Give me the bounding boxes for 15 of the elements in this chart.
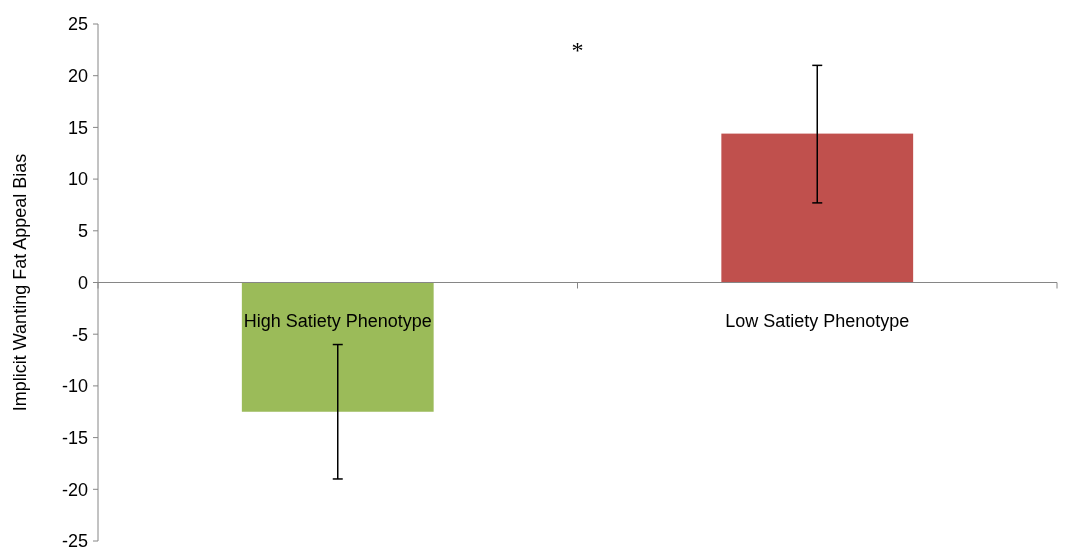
y-tick-label: 10 bbox=[67, 169, 88, 190]
y-tick-label: -5 bbox=[71, 324, 88, 345]
y-tick-label: 0 bbox=[77, 272, 88, 293]
y-tick-label: 25 bbox=[67, 14, 88, 35]
y-tick-label: 15 bbox=[67, 117, 88, 138]
annotation: * bbox=[571, 37, 584, 63]
y-axis-title: Implicit Wanting Fat Appeal Bias bbox=[10, 153, 30, 412]
x-tick-label: Low Satiety Phenotype bbox=[725, 310, 910, 331]
y-tick-label: -15 bbox=[61, 427, 88, 448]
y-tick-label: -25 bbox=[61, 531, 88, 549]
y-tick-label: -10 bbox=[61, 376, 88, 397]
y-tick-label: 5 bbox=[77, 221, 88, 242]
y-tick-label: -20 bbox=[61, 479, 88, 500]
x-tick-label: High Satiety Phenotype bbox=[243, 310, 432, 331]
y-tick-label: 20 bbox=[67, 66, 88, 86]
